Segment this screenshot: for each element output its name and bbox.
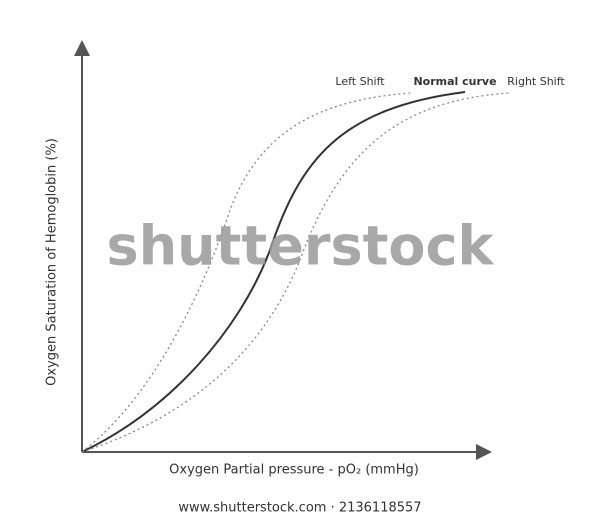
normal-curve [81, 91, 466, 453]
left-shift-label: Left Shift [335, 75, 385, 88]
watermark-footer: www.shutterstock.com · 2136118557 [178, 501, 421, 516]
right-shift-label: Right Shift [507, 75, 565, 88]
right-shift-curve [81, 92, 511, 453]
normal-curve-label: Normal curve [413, 75, 496, 88]
left-shift-curve [81, 92, 411, 453]
y-axis-label: Oxygen Saturation of Hemoglobin (%) [45, 138, 60, 386]
x-axis-label: Oxygen Partial pressure - pO₂ (mmHg) [169, 463, 419, 478]
x-arrow [476, 444, 492, 460]
watermark-logo: shutterstock [107, 215, 495, 278]
y-arrow [74, 40, 90, 56]
